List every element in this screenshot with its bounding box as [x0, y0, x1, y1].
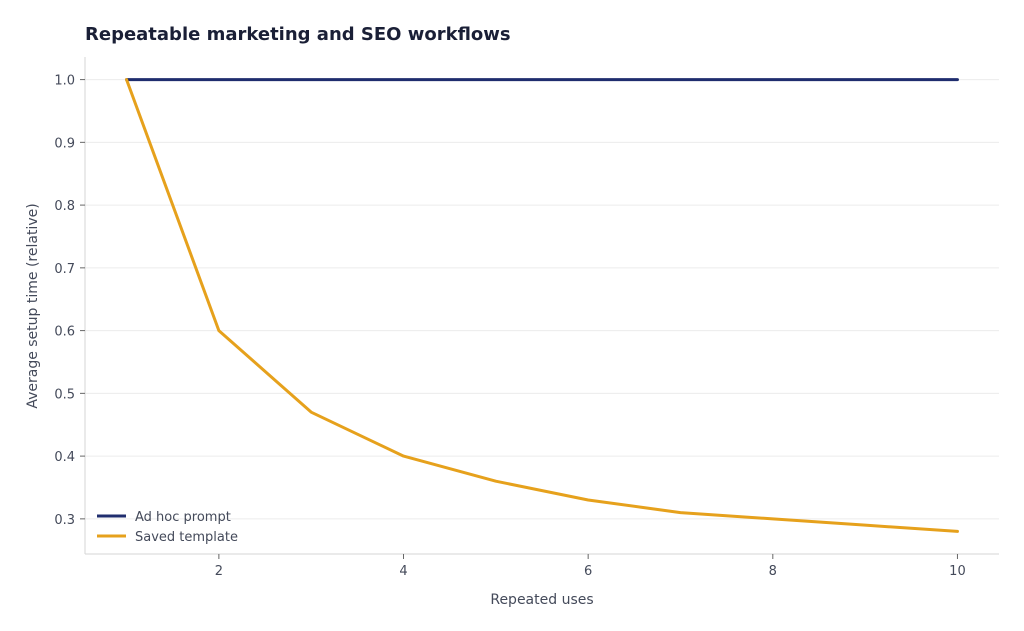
x-tick-label: 10 — [949, 564, 966, 579]
legend-label-0: Ad hoc prompt — [135, 510, 231, 525]
x-axis-ticks: 2 4 6 8 10 — [215, 554, 966, 579]
y-axis-ticks: 0.3 0.4 0.5 0.6 0.7 0.8 0.9 1.0 — [54, 74, 85, 528]
legend: Ad hoc prompt Saved template — [97, 510, 238, 545]
y-tick-label: 0.3 — [54, 513, 75, 528]
x-tick-label: 4 — [399, 564, 407, 579]
y-tick-label: 0.8 — [54, 199, 75, 214]
series-lines — [125, 78, 959, 533]
y-tick-label: 0.6 — [54, 325, 75, 340]
y-tick-label: 0.7 — [54, 262, 75, 277]
grid-lines — [85, 79, 999, 520]
x-tick-label: 2 — [215, 564, 223, 579]
series-line-1 — [125, 78, 959, 533]
y-tick-label: 0.4 — [54, 450, 75, 465]
x-axis-label: Repeated uses — [490, 592, 593, 608]
chart-title: Repeatable marketing and SEO workflows — [85, 24, 511, 45]
y-axis-label: Average setup time (relative) — [25, 203, 41, 408]
x-tick-label: 8 — [769, 564, 777, 579]
y-tick-label: 1.0 — [54, 74, 75, 89]
y-tick-label: 0.5 — [54, 387, 75, 402]
legend-label-1: Saved template — [135, 530, 238, 545]
y-tick-label: 0.9 — [54, 136, 75, 151]
x-tick-label: 6 — [584, 564, 592, 579]
